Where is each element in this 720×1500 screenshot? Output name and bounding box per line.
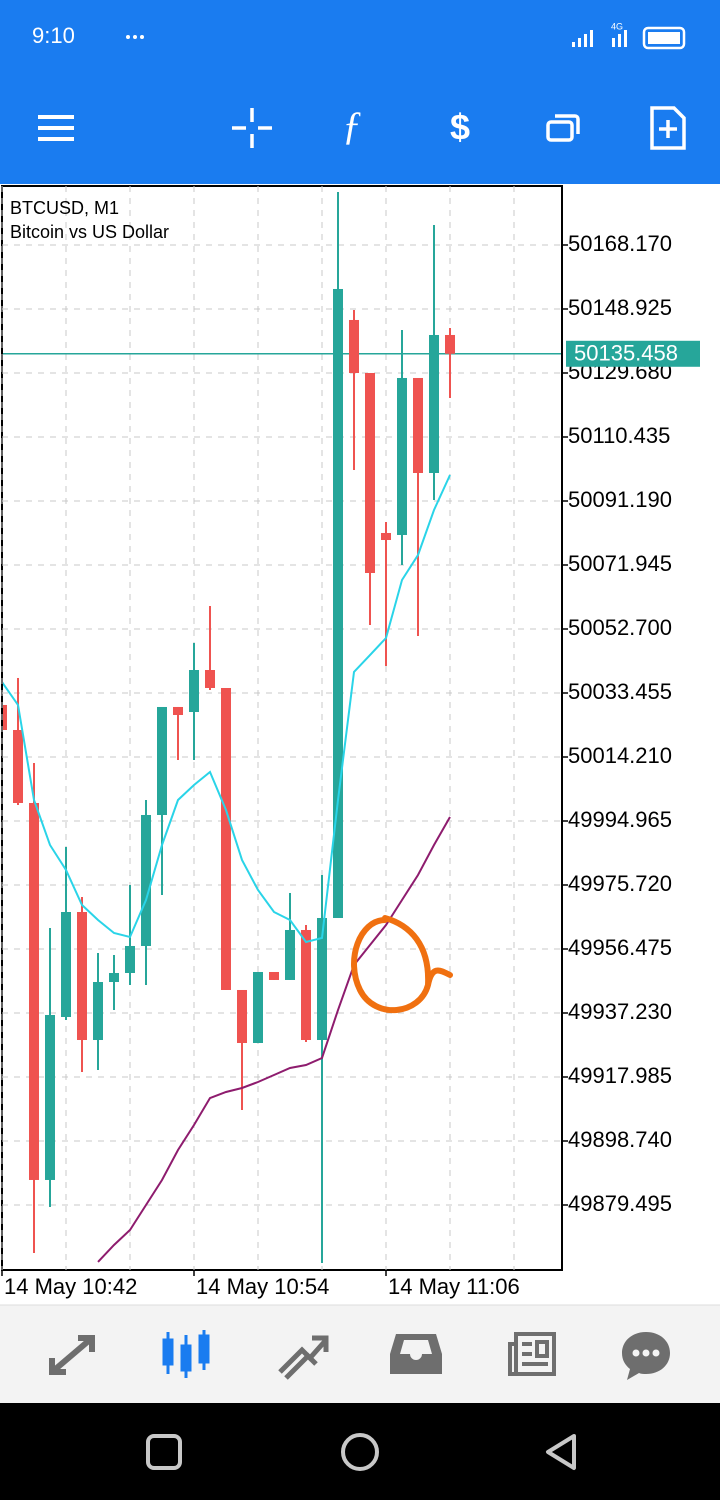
chart-symbol: BTCUSD, M1 xyxy=(10,198,119,218)
indicators-button[interactable]: ƒ xyxy=(342,103,362,148)
y-tick-label: 50110.435 xyxy=(568,423,670,448)
candle-body xyxy=(125,945,135,973)
y-tick-label: 49898.740 xyxy=(568,1127,672,1152)
status-dots xyxy=(126,35,144,39)
y-tick-label: 50033.455 xyxy=(568,679,672,704)
trade-button[interactable]: $ xyxy=(450,107,470,148)
y-tick-label: 49994.965 xyxy=(568,807,672,832)
candle-body xyxy=(349,319,359,373)
candle-body xyxy=(141,814,151,946)
candle-body xyxy=(45,1014,55,1180)
y-tick-label: 50071.945 xyxy=(568,551,672,576)
chat-tab[interactable] xyxy=(622,1332,670,1380)
crosshair-button[interactable] xyxy=(232,108,272,148)
network-type: 4G xyxy=(611,21,623,31)
candle-body xyxy=(269,971,279,980)
candle-body xyxy=(285,929,295,980)
quotes-tab[interactable] xyxy=(49,1335,95,1375)
candle-body xyxy=(109,972,119,983)
app-bar xyxy=(0,0,720,184)
candle-body xyxy=(317,917,327,1041)
candle-body xyxy=(29,802,39,1180)
windows-button[interactable] xyxy=(546,114,580,142)
y-tick-label: 49956.475 xyxy=(568,935,672,960)
y-tick-label: 50168.170 xyxy=(568,231,672,256)
candle-body xyxy=(77,912,87,1041)
candle-body xyxy=(189,670,199,713)
candle-body xyxy=(61,912,71,1017)
candle-body xyxy=(205,670,215,688)
menu-button[interactable] xyxy=(38,115,74,141)
trade-tab[interactable] xyxy=(278,1335,329,1380)
candle-body xyxy=(365,372,375,573)
y-tick-label: 49975.720 xyxy=(568,871,672,896)
y-tick-label: 50052.700 xyxy=(568,615,672,640)
candle-body xyxy=(13,729,23,803)
candle-body xyxy=(333,288,343,918)
plot-area xyxy=(3,191,561,1263)
bottom-nav xyxy=(0,1305,720,1403)
back-button[interactable] xyxy=(546,1434,576,1470)
status-time: 9:10 xyxy=(32,23,75,48)
candle-body xyxy=(253,971,263,1043)
chart-description: Bitcoin vs US Dollar xyxy=(10,222,169,242)
x-tick-label: 14 May 11:06 xyxy=(388,1274,520,1299)
y-tick-label: 50014.210 xyxy=(568,743,672,768)
candle-body xyxy=(413,377,423,473)
home-button[interactable] xyxy=(341,1433,379,1471)
candle-body xyxy=(157,706,167,815)
y-tick-label: 49917.985 xyxy=(568,1063,672,1088)
current-price-label: 50135.458 xyxy=(574,341,678,366)
news-tab[interactable] xyxy=(508,1332,556,1376)
candle-body xyxy=(173,706,183,715)
x-tick-label: 14 May 10:42 xyxy=(4,1274,137,1299)
y-tick-label: 49879.495 xyxy=(568,1191,672,1216)
system-nav xyxy=(0,1403,720,1500)
chart-tab[interactable] xyxy=(162,1330,210,1378)
y-tick-label: 50091.190 xyxy=(568,487,672,512)
annotation-scribble xyxy=(351,915,453,1014)
candle-body xyxy=(221,687,231,990)
chart-frame xyxy=(1,185,563,1271)
candle-body xyxy=(445,334,455,354)
history-tab[interactable] xyxy=(390,1334,442,1374)
y-tick-label: 49937.230 xyxy=(568,999,672,1024)
candle-body xyxy=(93,982,103,1041)
price-axis: 50168.17050148.92550129.68050110.4355009… xyxy=(1,231,700,1299)
candle-body xyxy=(301,929,311,1041)
candle-body xyxy=(397,377,407,535)
new-order-button[interactable] xyxy=(650,106,686,150)
recents-button[interactable] xyxy=(146,1434,182,1470)
battery-level xyxy=(648,32,680,44)
candle-body xyxy=(429,334,439,473)
y-tick-label: 50148.925 xyxy=(568,295,672,320)
x-tick-label: 14 May 10:54 xyxy=(196,1274,329,1299)
moving-average-line xyxy=(97,816,451,1263)
current-price-box xyxy=(566,340,700,367)
signal-icons xyxy=(572,30,627,47)
candle-body xyxy=(3,704,7,730)
battery xyxy=(642,26,686,50)
candle-body xyxy=(237,989,247,1043)
moving-average-line xyxy=(3,474,451,944)
candle-body xyxy=(381,532,391,541)
